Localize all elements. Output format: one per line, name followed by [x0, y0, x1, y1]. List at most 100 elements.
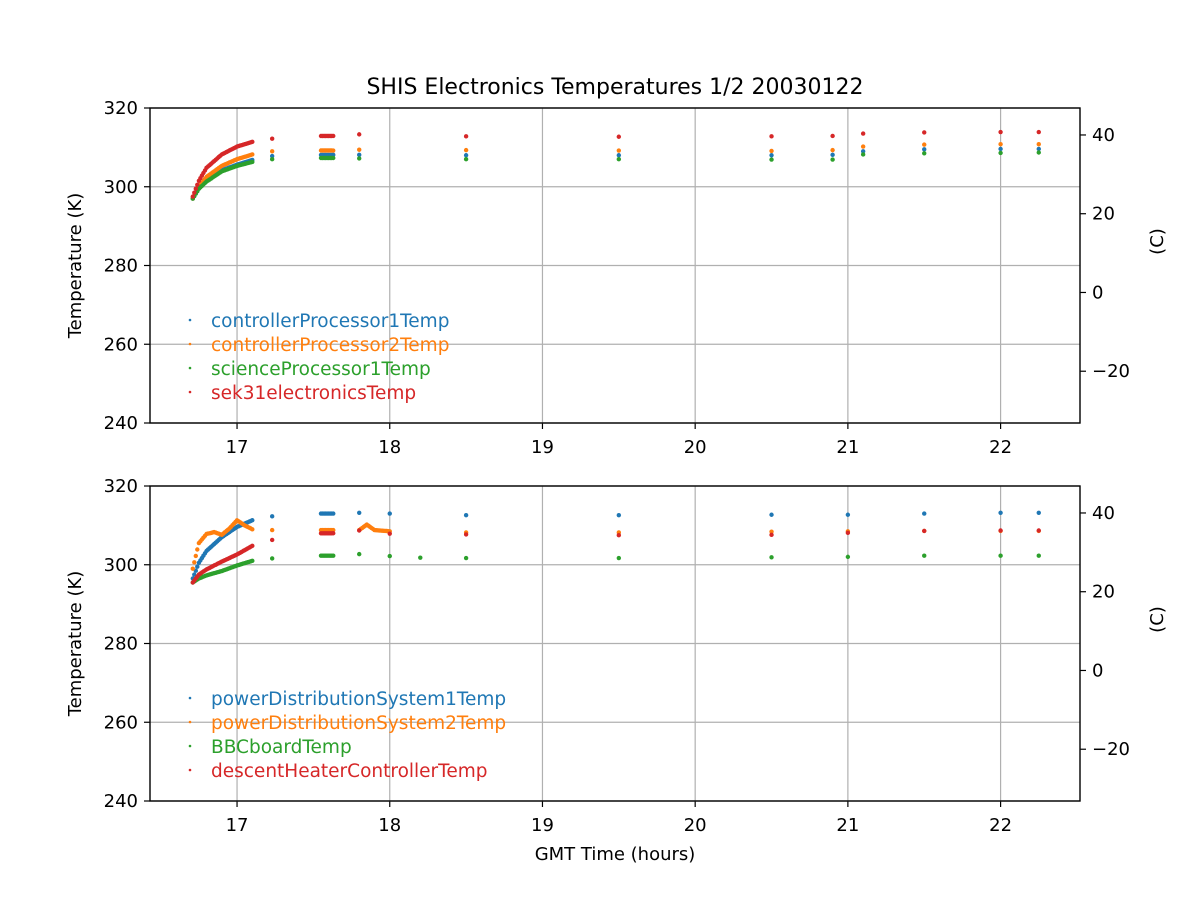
y-tick-label: 260: [104, 712, 138, 733]
data-point: [190, 194, 195, 199]
data-point: [250, 152, 255, 157]
data-point: [331, 148, 336, 153]
series-1: [190, 142, 1041, 201]
data-point: [357, 528, 362, 533]
series-2: [190, 150, 1041, 201]
data-point: [192, 560, 197, 565]
data-point: [463, 153, 469, 158]
x-axis-label: GMT Time (hours): [535, 844, 696, 865]
data-point: [1036, 150, 1041, 155]
data-point: [250, 139, 255, 145]
y-axis-label: Temperature (K): [65, 571, 86, 718]
data-point: [1036, 528, 1041, 533]
data-point: [1036, 142, 1041, 147]
right-y-tick-label: 40: [1092, 125, 1115, 146]
data-point: [331, 531, 336, 536]
x-tick-label: 18: [378, 815, 401, 836]
right-y-tick-label: 0: [1092, 282, 1103, 303]
data-point: [998, 142, 1003, 147]
data-point: [998, 553, 1003, 558]
data-point: [193, 186, 198, 191]
data-point: [357, 510, 362, 515]
data-point: [998, 528, 1003, 533]
series-1: [190, 518, 1041, 571]
data-point: [269, 136, 275, 141]
data-point: [769, 134, 774, 139]
data-point: [998, 146, 1003, 152]
data-point: [387, 531, 392, 536]
data-point: [269, 156, 275, 162]
data-point: [769, 529, 774, 534]
legend-label: controllerProcessor2Temp: [211, 335, 449, 356]
data-point: [195, 547, 200, 552]
data-point: [250, 159, 255, 165]
y-tick-label: 260: [104, 334, 138, 355]
data-point: [616, 153, 622, 158]
right-y-tick-label: −20: [1092, 361, 1130, 382]
data-point: [1036, 146, 1041, 152]
legend-marker: [188, 342, 192, 346]
x-tick-label: 19: [531, 437, 554, 458]
data-point: [616, 148, 622, 153]
series-3: [190, 129, 1041, 199]
data-point: [269, 556, 275, 561]
legend-marker: [188, 696, 192, 700]
data-point: [616, 156, 622, 162]
data-point: [922, 528, 927, 534]
data-point: [922, 511, 927, 516]
data-point: [830, 133, 835, 139]
data-point: [357, 551, 362, 557]
data-point: [190, 566, 195, 571]
series-2: [190, 551, 1041, 585]
data-point: [250, 558, 255, 564]
right-y-axis-label: (C): [1147, 228, 1168, 255]
data-point: [357, 132, 362, 137]
data-point: [269, 153, 275, 159]
data-point: [616, 555, 622, 561]
data-point: [830, 152, 835, 158]
legend-marker: [188, 720, 192, 724]
data-point: [845, 530, 851, 536]
x-tick-label: 21: [836, 815, 859, 836]
data-point: [357, 156, 362, 161]
data-point: [463, 156, 469, 162]
data-point: [860, 144, 866, 149]
data-point: [922, 147, 927, 152]
data-point: [998, 510, 1003, 515]
data-point: [1036, 510, 1041, 515]
plot-frame: [149, 107, 1081, 424]
data-point: [616, 134, 622, 139]
x-tick-label: 17: [226, 437, 249, 458]
data-point: [269, 149, 275, 154]
legend-label: descentHeaterControllerTemp: [211, 761, 487, 782]
data-point: [387, 553, 392, 559]
y-tick-label: 300: [104, 177, 138, 198]
legend-label: sek31electronicsTemp: [211, 383, 416, 404]
data-point: [922, 130, 927, 135]
chart-title: SHIS Electronics Temperatures 1/2 200301…: [366, 75, 863, 100]
x-tick-label: 17: [226, 815, 249, 836]
series-0: [190, 510, 1041, 581]
y-tick-label: 320: [104, 98, 138, 119]
data-point: [616, 533, 622, 538]
legend-label: powerDistributionSystem1Temp: [211, 689, 506, 710]
x-tick-label: 19: [531, 815, 554, 836]
data-point: [463, 512, 469, 518]
legend-marker: [188, 318, 192, 322]
data-point: [998, 150, 1003, 156]
data-point: [769, 157, 774, 162]
data-point: [463, 532, 469, 537]
legend-label: scienceProcessor1Temp: [211, 359, 431, 380]
data-point: [463, 555, 469, 561]
right-y-tick-label: 20: [1092, 204, 1115, 225]
data-point: [998, 129, 1003, 135]
data-point: [769, 153, 774, 158]
x-tick-label: 18: [378, 437, 401, 458]
data-point: [769, 148, 774, 154]
data-point: [922, 142, 927, 147]
legend-marker: [188, 744, 192, 748]
data-point: [387, 511, 392, 516]
y-tick-label: 240: [104, 413, 138, 434]
data-point: [250, 543, 255, 549]
right-y-tick-label: 40: [1092, 503, 1115, 524]
